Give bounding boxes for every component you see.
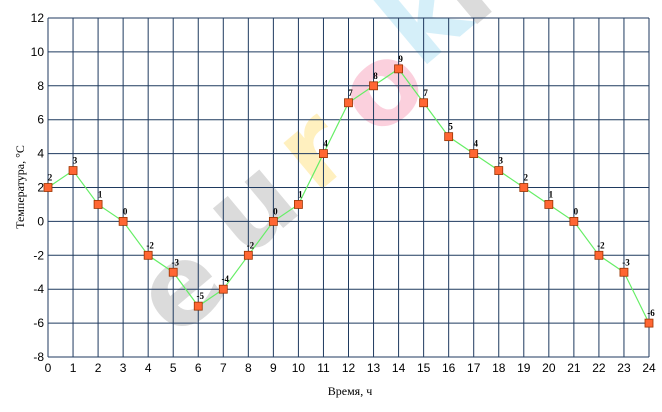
data-point-marker (294, 200, 303, 209)
x-tick-label: 17 (467, 361, 481, 375)
data-label: 1 (98, 189, 103, 199)
data-label: -3 (622, 257, 630, 267)
data-point-marker (193, 301, 203, 311)
x-tick-label: 5 (170, 361, 177, 375)
x-tick-label: 15 (417, 361, 431, 375)
series-layer (43, 64, 654, 328)
data-point-marker (68, 166, 78, 175)
data-point-marker (319, 149, 328, 159)
x-tick-label: 4 (145, 361, 152, 375)
data-label: 0 (123, 206, 128, 216)
data-point-marker (594, 250, 604, 260)
x-tick-label: 2 (95, 361, 102, 375)
x-tick-label: 7 (220, 361, 227, 375)
data-label: -2 (146, 240, 154, 250)
data-point-marker (519, 183, 529, 192)
data-point-marker (544, 200, 554, 209)
y-axis-title: Температура, °С (13, 145, 27, 229)
grid (47, 17, 650, 358)
data-point-marker (118, 216, 128, 226)
data-label: 7 (423, 88, 428, 98)
data-point-marker (143, 250, 153, 260)
data-point-marker (43, 183, 53, 192)
x-tick-label: 12 (342, 361, 356, 375)
data-label: 2 (524, 173, 529, 183)
data-label: -3 (171, 257, 179, 267)
y-tick-label: -4 (33, 282, 44, 296)
y-tick-label: 4 (37, 147, 44, 161)
y-tick-label: -6 (33, 316, 44, 330)
data-label: 7 (348, 88, 353, 98)
tick-labels: 0 1 2 3 4 5 6 7 8 9 10 11 12 13 14 15 16 17 18 19 20 21 22 23 24… (31, 11, 656, 375)
x-tick-label: 3 (120, 361, 127, 375)
x-tick-label: 19 (517, 361, 531, 375)
y-tick-label: 0 (37, 214, 44, 228)
data-label: 2 (48, 173, 53, 183)
data-point-marker (168, 267, 178, 277)
x-tick-label: 24 (642, 361, 656, 375)
x-tick-label: 9 (270, 361, 277, 375)
data-point-marker (93, 200, 103, 209)
data-label: 9 (398, 54, 403, 64)
x-tick-label: 1 (70, 361, 77, 375)
data-label: -2 (597, 240, 605, 250)
data-point-marker (268, 216, 278, 226)
data-point-marker (394, 64, 403, 74)
watermark: euroki (109, 0, 515, 360)
x-tick-label: 6 (195, 361, 202, 375)
data-point-marker (494, 166, 504, 175)
data-label: -5 (197, 291, 205, 301)
data-point-marker (243, 250, 253, 260)
data-point-marker (218, 284, 228, 294)
x-tick-label: 18 (492, 361, 506, 375)
data-label: 1 (298, 189, 303, 199)
y-tick-label: 6 (37, 113, 44, 127)
data-label: -6 (647, 308, 655, 318)
y-tick-label: -8 (33, 350, 44, 364)
x-tick-label: 16 (442, 361, 456, 375)
data-label: -2 (247, 240, 255, 250)
y-tick-label: -2 (33, 248, 44, 262)
x-tick-label: 21 (567, 361, 581, 375)
data-point-marker (444, 132, 454, 142)
x-axis-title: Время, ч (328, 384, 372, 398)
data-point-marker (369, 81, 378, 91)
x-tick-label: 8 (245, 361, 252, 375)
data-label: 3 (73, 156, 78, 166)
y-tick-label: 10 (31, 45, 45, 59)
x-tick-label: 11 (317, 361, 330, 375)
data-label: 4 (473, 139, 478, 149)
data-point-marker (419, 98, 429, 108)
data-point-marker (569, 216, 579, 226)
data-label: 5 (448, 122, 453, 132)
data-point-marker (619, 267, 629, 277)
data-label: 0 (273, 206, 278, 216)
data-label: 3 (499, 156, 504, 166)
y-tick-label: 12 (31, 11, 45, 25)
x-tick-label: 23 (617, 361, 631, 375)
x-tick-label: 20 (542, 361, 556, 375)
data-point-marker (344, 98, 353, 108)
x-tick-label: 10 (292, 361, 306, 375)
data-label: 8 (373, 71, 378, 81)
x-tick-label: 0 (45, 361, 52, 375)
data-label: 4 (323, 139, 328, 149)
x-tick-label: 22 (592, 361, 606, 375)
data-point-marker (644, 318, 654, 328)
data-label: -4 (222, 274, 230, 284)
data-point-marker (469, 149, 479, 159)
y-tick-label: 2 (37, 181, 44, 195)
data-label: 0 (574, 206, 579, 216)
x-tick-label: 13 (367, 361, 381, 375)
y-tick-label: 8 (37, 79, 44, 93)
data-labels: 2 3 1 0 -2 -3 -5 -4 -2 0 1 4 7 8 9 7 5 4 3 2 1 0 -2 -3 -6 (48, 54, 655, 318)
x-tick-label: 14 (392, 361, 406, 375)
data-label: 1 (549, 189, 554, 199)
